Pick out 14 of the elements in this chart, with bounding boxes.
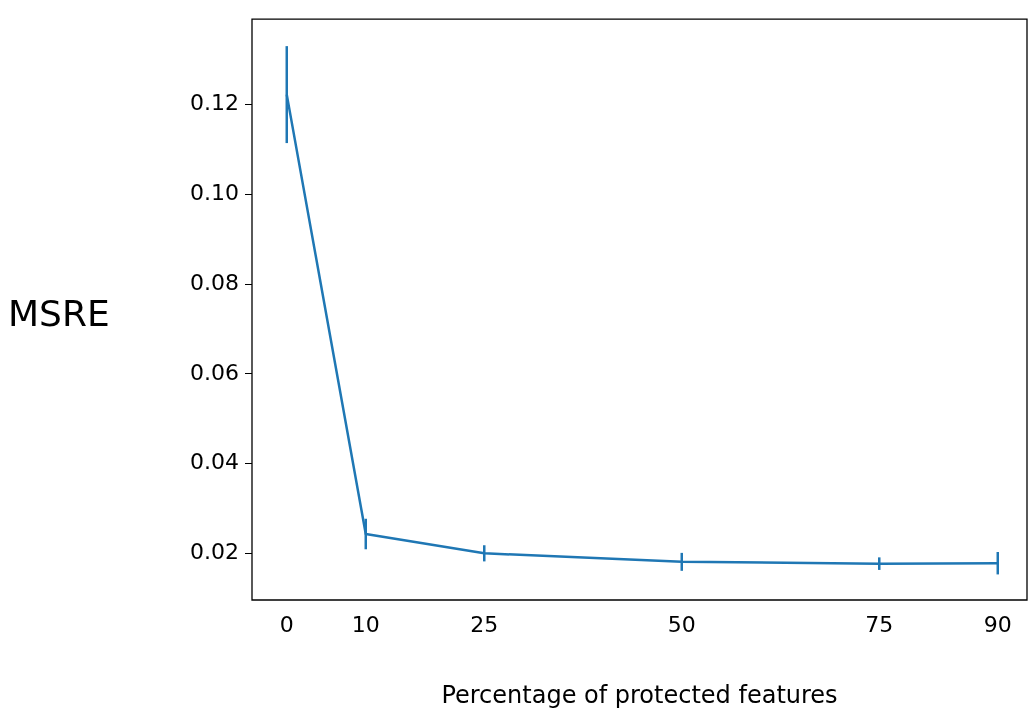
y-tick-label: 0.06 <box>190 359 239 385</box>
x-tick-label: 75 <box>865 611 894 637</box>
x-tick-label: 0 <box>279 611 294 637</box>
y-tick-label: 0.04 <box>190 449 239 475</box>
y-tick-label: 0.02 <box>190 539 239 565</box>
y-tick-label: 0.12 <box>190 90 239 116</box>
y-tick-label: 0.08 <box>190 269 239 295</box>
y-tick-label: 0.10 <box>190 179 239 205</box>
x-tick-label: 25 <box>470 611 499 637</box>
x-tick-label: 10 <box>351 611 380 637</box>
x-tick-label: 50 <box>667 611 696 637</box>
y-axis-title: MSRE <box>8 292 110 334</box>
x-tick-label: 90 <box>983 611 1012 637</box>
x-axis-title: Percentage of protected features <box>441 681 838 710</box>
